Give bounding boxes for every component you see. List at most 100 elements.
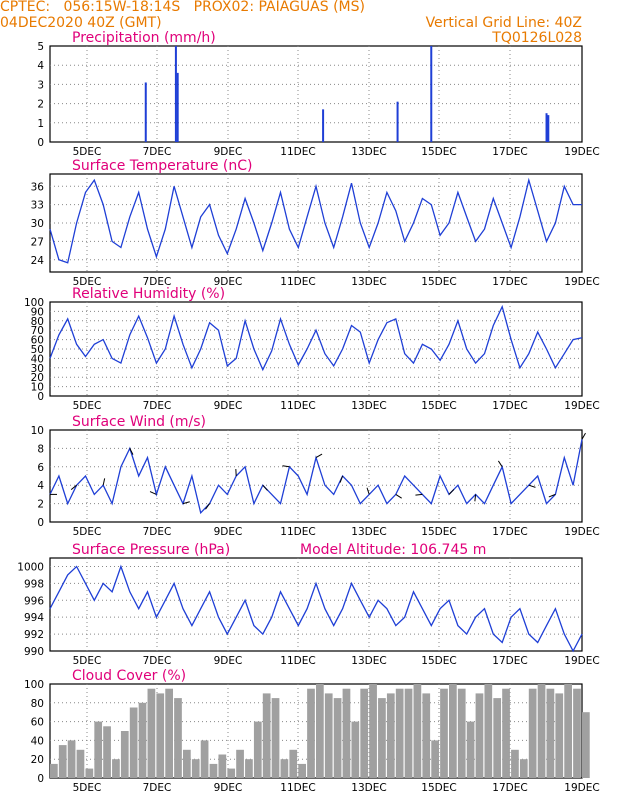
cloud-bar — [165, 688, 173, 778]
cloud-bar — [218, 754, 227, 778]
cloud-bar — [271, 698, 280, 778]
y-tick-label: 0 — [37, 517, 44, 529]
precip-bar — [144, 82, 147, 142]
panel-title: Surface Wind (m/s) — [72, 414, 206, 430]
cloud-bar — [103, 726, 111, 778]
y-tick-label: 40 — [31, 735, 44, 747]
x-tick-label: 5DEC — [73, 276, 102, 288]
x-tick-label: 17DEC — [492, 400, 527, 412]
y-tick-label: 100 — [24, 679, 44, 691]
wind-arrow — [282, 465, 290, 468]
cloud-bar — [227, 768, 236, 778]
y-tick-label: 992 — [24, 629, 44, 641]
cloud-bar — [245, 759, 253, 778]
y-tick-label: 60 — [31, 717, 44, 729]
wind-arrow — [395, 493, 402, 499]
cloud-bar — [58, 745, 67, 778]
y-tick-label: 50 — [31, 344, 44, 356]
precip-bar — [322, 109, 325, 142]
wind-arrow — [129, 448, 134, 455]
y-tick-label: 40 — [31, 353, 44, 365]
wind-arrow — [149, 491, 157, 495]
cloud-bar — [573, 688, 581, 778]
cloud-bar — [502, 688, 510, 778]
cloud-bar — [440, 688, 448, 778]
cloud-bar — [307, 688, 315, 778]
y-tick-label: 4 — [37, 480, 44, 492]
cloud-bar — [564, 684, 572, 778]
x-tick-label: 13DEC — [351, 655, 386, 667]
precip-bar — [547, 115, 550, 142]
y-tick-label: 2 — [37, 99, 44, 111]
x-tick-label: 11DEC — [280, 655, 315, 667]
y-tick-label: 0 — [37, 773, 44, 785]
x-tick-label: 7DEC — [143, 400, 172, 412]
cloud-bar — [351, 721, 360, 778]
x-tick-label: 5DEC — [73, 146, 102, 158]
y-tick-label: 1000 — [17, 561, 44, 573]
precip-bar — [176, 72, 179, 142]
wind-arrow — [474, 494, 477, 502]
cloud-bar — [519, 759, 528, 778]
wind-arrow — [315, 453, 323, 459]
precip-bar — [545, 113, 548, 142]
cloud-bar — [369, 684, 377, 778]
series-line — [49, 439, 583, 515]
wind-arrow — [415, 493, 423, 496]
y-tick-label: 1 — [37, 118, 44, 130]
x-tick-label: 5DEC — [73, 655, 102, 667]
cloud-bar — [386, 693, 395, 778]
series-line — [49, 177, 582, 264]
x-tick-label: 13DEC — [351, 782, 386, 794]
cloud-bar — [546, 688, 555, 778]
cloud-bar — [422, 693, 431, 778]
x-tick-label: 11DEC — [280, 276, 315, 288]
cloud-bar — [138, 702, 147, 778]
x-tick-label: 11DEC — [280, 782, 315, 794]
cloud-bar — [183, 749, 191, 778]
x-tick-label: 15DEC — [421, 655, 456, 667]
x-tick-label: 7DEC — [143, 526, 172, 538]
y-tick-label: 4 — [37, 60, 44, 72]
x-tick-label: 19DEC — [564, 655, 599, 667]
y-tick-label: 80 — [31, 316, 44, 328]
cloud-bar — [537, 684, 546, 778]
y-tick-label: 994 — [24, 612, 44, 624]
y-tick-label: 60 — [31, 335, 44, 347]
x-tick-label: 15DEC — [421, 146, 456, 158]
cloud-bar — [333, 698, 342, 778]
x-tick-label: 7DEC — [143, 655, 172, 667]
cloud-bar — [112, 759, 120, 778]
y-tick-label: 24 — [31, 255, 45, 267]
x-tick-label: 9DEC — [214, 276, 243, 288]
y-tick-label: 33 — [31, 200, 44, 212]
wind-arrow — [366, 487, 370, 495]
cloud-bar — [262, 693, 271, 778]
x-tick-label: 5DEC — [73, 782, 102, 794]
cloud-bar — [449, 684, 457, 778]
cloud-bar — [280, 759, 289, 778]
cloud-bar — [191, 759, 200, 778]
y-tick-label: 6 — [37, 462, 44, 474]
y-tick-label: 30 — [31, 363, 44, 375]
x-tick-label: 7DEC — [143, 276, 172, 288]
panel-title: Surface Pressure (hPa) — [72, 542, 230, 558]
y-tick-label: 80 — [31, 698, 44, 710]
x-tick-label: 15DEC — [421, 526, 456, 538]
cloud-bar — [431, 740, 439, 778]
cloud-bar — [236, 749, 244, 778]
x-tick-label: 11DEC — [280, 400, 315, 412]
x-tick-label: 7DEC — [143, 782, 172, 794]
series-line — [49, 304, 583, 372]
panel-title: Cloud Cover (%) — [72, 668, 186, 684]
y-tick-label: 27 — [31, 236, 44, 248]
cloud-bar — [316, 684, 324, 778]
x-tick-label: 15DEC — [421, 400, 456, 412]
x-tick-label: 17DEC — [492, 276, 527, 288]
cloud-bar — [209, 763, 218, 778]
cloud-bar — [200, 740, 209, 778]
header-grid-note: Vertical Grid Line: 40Z — [425, 15, 582, 31]
wind-arrow — [70, 484, 77, 490]
cloud-bar — [253, 721, 262, 778]
